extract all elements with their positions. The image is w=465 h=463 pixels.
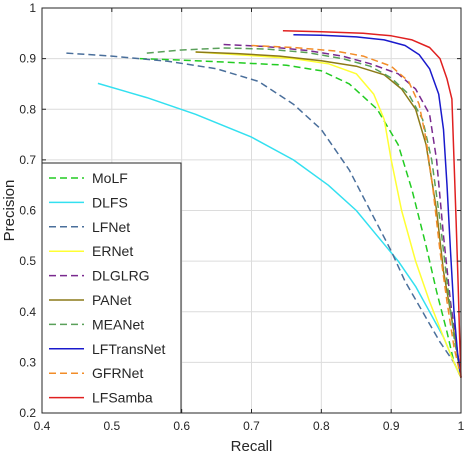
- series-line-lfnet: [66, 52, 462, 378]
- y-tick-label: 1: [29, 1, 36, 15]
- x-tick-label: 1: [458, 419, 465, 433]
- x-tick-label: 0.7: [243, 419, 260, 433]
- y-tick-label: 0.8: [19, 102, 36, 116]
- legend-label-gfrnet: GFRNet: [92, 365, 143, 381]
- legend-label-panet: PANet: [92, 292, 132, 308]
- series-line-molf: [139, 57, 462, 378]
- y-tick-label: 0.9: [19, 52, 36, 66]
- y-tick-label: 0.4: [19, 305, 36, 319]
- legend-label-lftransnet: LFTransNet: [92, 341, 166, 357]
- series-line-ernet: [195, 51, 462, 378]
- y-axis-label: Precision: [1, 180, 18, 242]
- legend-label-dlglrg: DLGLRG: [92, 268, 150, 284]
- legend-label-meanet: MEANet: [92, 316, 144, 332]
- series-line-meanet: [146, 47, 462, 378]
- legend-label-dlfs: DLFS: [92, 194, 128, 210]
- x-axis-label: Recall: [231, 438, 273, 455]
- series-line-lftransnet: [293, 34, 462, 378]
- series-line-gfrnet: [251, 44, 462, 378]
- series-line-dlglrg: [223, 43, 462, 378]
- y-tick-label: 0.5: [19, 254, 36, 268]
- legend-box: [41, 162, 182, 414]
- tick-layer: 0.4 0.5 0.6 0.7 0.8 0.9 1 0.2 0.3 0.4 0.5 0.6 0.7 0.8…: [19, 1, 464, 433]
- x-tick-label: 0.4: [34, 419, 51, 433]
- series-line-panet: [195, 51, 462, 378]
- x-tick-label: 0.5: [103, 419, 120, 433]
- legend-label-ernet: ERNet: [92, 243, 133, 259]
- x-tick-label: 0.9: [383, 419, 400, 433]
- y-tick-label: 0.7: [19, 153, 36, 167]
- series-layer: [66, 30, 462, 378]
- series-line-lfsamba: [282, 30, 462, 378]
- y-tick-label: 0.3: [19, 355, 36, 369]
- legend-label-lfsamba: LFSamba: [92, 390, 153, 406]
- x-tick-label: 0.6: [173, 419, 190, 433]
- y-tick-label: 0.6: [19, 204, 36, 218]
- legend-label-lfnet: LFNet: [92, 219, 130, 235]
- legend: MoLF DLFS LFNet ERNet DLGLRG PANet MEANet LFTra…: [41, 162, 182, 414]
- x-tick-label: 0.8: [313, 419, 330, 433]
- y-tick-label: 0.2: [19, 406, 36, 420]
- legend-label-molf: MoLF: [92, 170, 128, 186]
